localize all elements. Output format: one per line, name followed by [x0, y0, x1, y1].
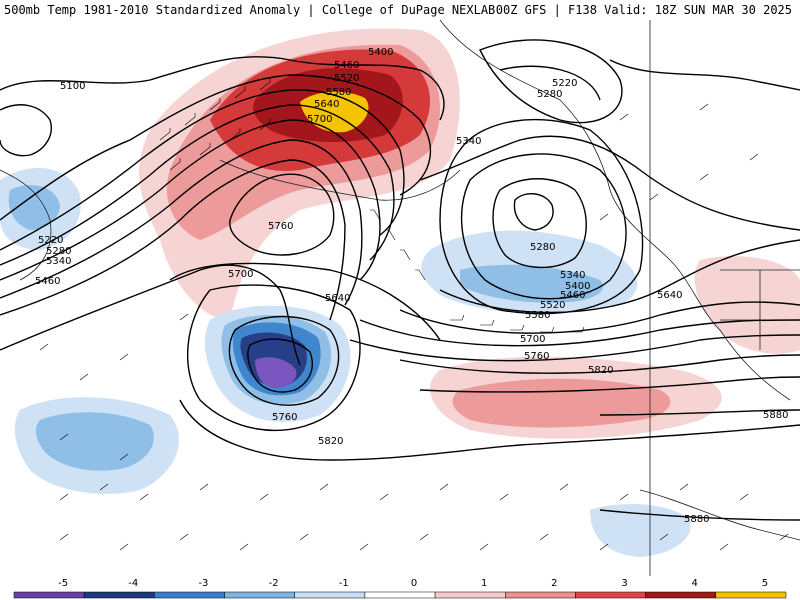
- contour-label: 5700: [228, 269, 253, 280]
- contour-label: 5700: [307, 114, 332, 125]
- colorbar-tick-label: 0: [411, 578, 417, 589]
- contour-label: 5520: [334, 73, 359, 84]
- colorbar-tick-label: 4: [692, 578, 698, 589]
- contour-label: 5100: [60, 81, 85, 92]
- contour-label: 5640: [314, 99, 339, 110]
- wind-barbs: [39, 78, 789, 551]
- colorbar-swatch: [364, 591, 436, 599]
- contour-label: 5640: [325, 293, 350, 304]
- colorbar-tick-label: -5: [58, 578, 68, 589]
- colorbar-tick-label: 3: [621, 578, 627, 589]
- cold-anomaly-low-extreme: [255, 357, 297, 388]
- colorbar-swatch: [13, 591, 85, 599]
- colorbar-tick-label: -4: [128, 578, 138, 589]
- colorbar-swatch: [715, 591, 787, 599]
- cold-anomaly-southwest-mid: [35, 412, 154, 471]
- contour-label: 5820: [588, 365, 613, 376]
- contour-label: 5640: [657, 290, 682, 301]
- colorbar-tick-labels: -5 -4 -3 -2 -1 0 1 2 3 4 5: [58, 578, 768, 589]
- contour-label: 5760: [268, 221, 293, 232]
- colorbar-tick-label: 1: [481, 578, 487, 589]
- contour-label: 5700: [520, 334, 545, 345]
- contour-label: 5400: [565, 281, 590, 292]
- colorbar-swatch: [83, 591, 155, 599]
- contour-label: 5340: [560, 270, 585, 281]
- cold-anomaly-gulf-mid: [460, 264, 604, 303]
- colorbar-swatch: [434, 591, 506, 599]
- contour-label: 5520: [540, 300, 565, 311]
- header: 500mb Temp 1981-2010 Standardized Anomal…: [0, 0, 800, 20]
- contour-label: 5760: [524, 351, 549, 362]
- contour-label: 5460: [334, 60, 359, 71]
- colorbar-swatch: [224, 591, 295, 599]
- warm-anomaly-light-east: [694, 256, 800, 354]
- colorbar-swatch: [575, 591, 646, 599]
- contour-label: 5580: [525, 310, 550, 321]
- colorbar-swatch: [294, 591, 366, 599]
- weather-map: 5100 5400 5460 5520 5580 5640 5700 5220 …: [0, 20, 800, 576]
- contour-label: 5220: [552, 78, 577, 89]
- coastlines: [0, 20, 800, 576]
- contour-label: 5460: [35, 276, 60, 287]
- contour-label: 5280: [530, 242, 555, 253]
- colorbar-tick-label: -3: [198, 578, 208, 589]
- contour-label: 5760: [272, 412, 297, 423]
- colorbar-tick-label: 5: [762, 578, 768, 589]
- map-title: 500mb Temp 1981-2010 Standardized Anomal…: [4, 3, 496, 17]
- warm-anomaly-mid-south: [452, 378, 671, 428]
- contour-label: 5880: [763, 410, 788, 421]
- contour-label: 5880: [684, 514, 709, 525]
- contour-label: 5280: [537, 89, 562, 100]
- colorbar-swatches: [13, 591, 787, 599]
- height-contours: [0, 39, 800, 521]
- colorbar-tick-label: 2: [551, 578, 557, 589]
- contour-label: 5400: [368, 47, 393, 58]
- colorbar-swatch: [505, 591, 576, 599]
- colorbar-swatch: [645, 591, 717, 599]
- model-run-info: 00Z GFS | F138 Valid: 18Z SUN MAR 30 202…: [495, 3, 792, 17]
- cold-anomaly-south: [590, 504, 691, 557]
- colorbar-swatch: [154, 591, 225, 599]
- colorbar-tick-label: -2: [269, 578, 279, 589]
- contour-label: 5280: [46, 246, 71, 257]
- contour-label: 5580: [326, 87, 351, 98]
- contour-label: 5220: [38, 235, 63, 246]
- contour-labels: 5100 5400 5460 5520 5580 5640 5700 5220 …: [35, 47, 788, 525]
- colorbar-tick-label: -1: [339, 578, 349, 589]
- contour-label: 5460: [560, 290, 585, 301]
- contour-label: 5340: [456, 136, 481, 147]
- contour-label: 5340: [46, 256, 71, 267]
- anomaly-colorbar: -5 -4 -3 -2 -1 0 1 2 3 4 5: [13, 578, 787, 599]
- cold-anomaly-west-mid: [8, 185, 61, 230]
- contour-label: 5820: [318, 436, 343, 447]
